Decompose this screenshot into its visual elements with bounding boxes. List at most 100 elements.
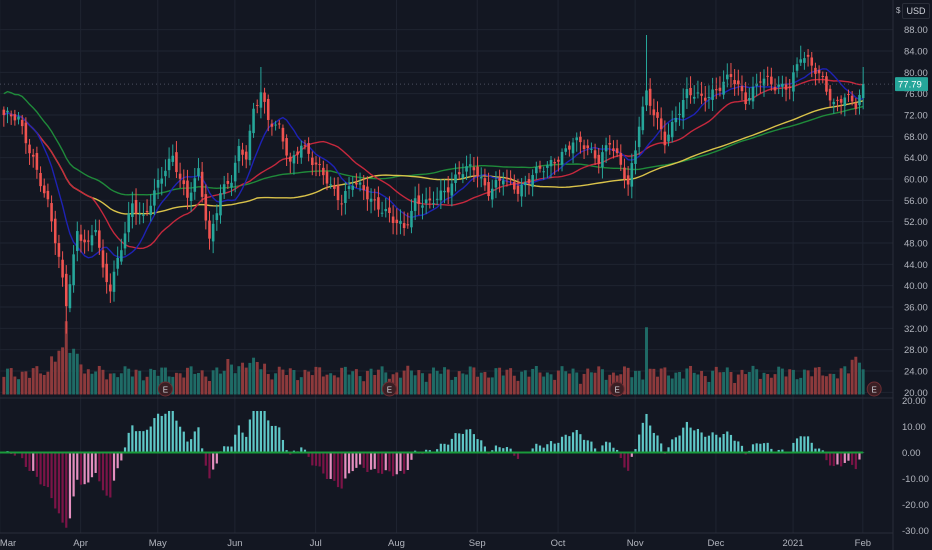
candle-body: [648, 88, 652, 106]
last-price-tag: 77.79: [0, 77, 928, 92]
volume-bar: [351, 371, 355, 395]
candle-body: [472, 167, 476, 171]
candle-body: [446, 187, 450, 193]
candle-body: [810, 57, 814, 66]
currency-badge[interactable]: USD: [902, 3, 930, 19]
candle-body: [204, 194, 208, 221]
volume-bar: [681, 378, 685, 395]
volume-bar: [230, 364, 233, 395]
time-tick-label: Jul: [310, 538, 322, 549]
volume-bar: [600, 369, 604, 395]
volume-bar: [626, 367, 630, 395]
candle-body: [424, 199, 428, 204]
time-axis[interactable]: Mar Apr May Jun Jul Aug Sep Oct Nov Dec 2021 Feb: [0, 538, 871, 549]
volume-bar: [593, 372, 597, 395]
candle-body: [806, 54, 810, 57]
candle-body: [149, 205, 153, 216]
candle-body: [443, 190, 446, 193]
time-tick-label: May: [149, 538, 167, 549]
candle-body: [839, 98, 843, 103]
candle-body: [652, 109, 656, 116]
candle-body: [413, 198, 417, 211]
volume-bar: [556, 370, 560, 395]
volume-bar: [79, 364, 83, 395]
volume-bar: [20, 371, 24, 395]
oscillator-tick-label: 10.00: [902, 422, 926, 433]
candle-body: [557, 159, 560, 162]
volume-bar: [490, 377, 494, 395]
candle-body: [465, 166, 468, 172]
volume-bar: [292, 369, 296, 395]
candle-body: [142, 214, 145, 216]
candle-body: [288, 156, 292, 162]
volume-bar: [744, 374, 748, 395]
price-axis[interactable]: 20.00 24.00 28.00 32.00 36.00 40.00 44.00 48.00…: [904, 25, 928, 399]
candle-body: [72, 254, 75, 286]
candle-body: [31, 154, 35, 157]
candle-body: [351, 185, 354, 190]
volume-bar: [766, 374, 770, 395]
volume-bar: [241, 362, 245, 395]
volume-bar: [832, 373, 836, 395]
candle-body: [186, 180, 189, 198]
candle-body: [608, 143, 612, 145]
volume-bar: [266, 374, 270, 395]
volume-bar: [61, 347, 65, 395]
price-tick-label: 88.00: [904, 25, 928, 36]
earnings-marker-icon[interactable]: [609, 381, 625, 397]
candle-body: [850, 95, 854, 102]
oscillator-axis[interactable]: 20.00 10.00 0.00 -10.00 -20.00 -30.00: [902, 396, 929, 537]
candle-body: [836, 99, 839, 101]
volume-bar: [252, 357, 256, 395]
volume-bar: [810, 376, 814, 395]
candle-body: [487, 182, 490, 197]
earnings-marker-icon[interactable]: [381, 381, 397, 397]
volume-bar: [380, 366, 384, 395]
volume-bar: [487, 377, 491, 395]
volume-bar: [689, 365, 693, 395]
volume-bar: [527, 376, 531, 395]
candle-body: [553, 161, 556, 164]
volume-bar: [86, 369, 90, 395]
candle-body: [612, 148, 615, 152]
candle-body: [270, 123, 274, 127]
volume-bar: [461, 373, 465, 395]
candle-body: [222, 184, 226, 195]
earnings-marker-icon[interactable]: [866, 381, 882, 397]
volume-bar: [439, 373, 443, 395]
time-tick-label: Oct: [551, 538, 566, 549]
candle-body: [733, 80, 736, 85]
price-tick-label: 56.00: [904, 196, 928, 207]
candle-body: [770, 76, 773, 85]
price-tick-label: 28.00: [904, 345, 928, 356]
candle-body: [729, 74, 733, 77]
candle-body: [520, 184, 523, 197]
volume-bar: [847, 373, 850, 395]
volume-bar: [255, 362, 259, 395]
volume-bar: [560, 366, 564, 395]
scale-settings-icon[interactable]: $: [896, 6, 901, 15]
volume-bar: [850, 359, 854, 395]
volume-bar: [237, 366, 241, 395]
candle-body: [380, 212, 384, 214]
candle-body: [13, 114, 17, 121]
volume-bar: [667, 375, 670, 395]
candle-body: [634, 150, 637, 164]
earnings-marker-label: E: [872, 386, 877, 395]
volume-bar: [13, 376, 17, 395]
earnings-marker-icon[interactable]: [157, 381, 173, 397]
time-tick-label: Mar: [0, 538, 16, 549]
volume-bar: [858, 362, 861, 395]
volume-bar: [678, 371, 682, 395]
volume-bar: [454, 376, 458, 395]
volume-bar: [762, 372, 766, 395]
volume-bar: [656, 376, 659, 395]
volume-bar: [472, 367, 476, 395]
candle-body: [564, 148, 567, 152]
price-tick-label: 36.00: [904, 303, 928, 314]
candle-body: [145, 210, 149, 213]
candle-body: [83, 239, 86, 243]
volume-bar: [622, 366, 626, 395]
